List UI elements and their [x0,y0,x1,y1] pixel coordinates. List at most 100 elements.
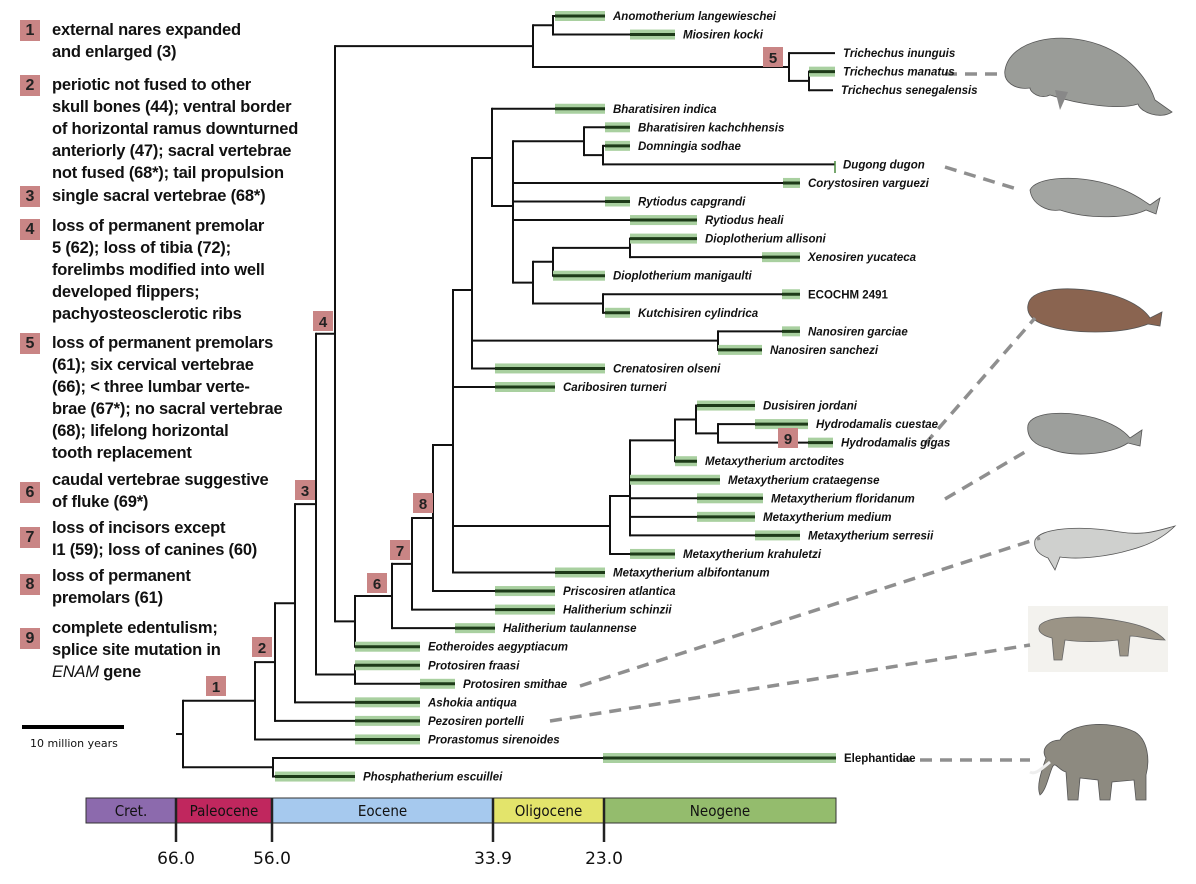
legend-text-line: splice site mutation in [52,641,221,659]
taxon-label: Elephantidae [844,753,916,765]
taxon-tip: Dioplotherium allisoni [630,233,827,246]
legend-text-line: pachyosteosclerotic ribs [52,305,242,323]
taxon-label: Dugong dugon [843,159,925,171]
taxon-tip: Halitherium taulannense [392,623,637,635]
metaxytherium-illustration [1027,412,1143,455]
period-cret: Cret. [85,797,177,824]
legend-text-line: developed flippers; [52,283,200,301]
taxon-label: Caribosiren turneri [563,382,667,394]
boundary-age-label: 66.0 [157,849,195,869]
scale-bar-label: 10 million years [30,737,118,750]
taxon-tip: Dioplotherium manigaulti [553,270,752,283]
period-oligocene: Oligocene [492,797,605,824]
taxon-label: Crenatosiren olseni [613,363,721,375]
marker-number: 5 [769,50,777,67]
taxon-label: Bharatisiren indica [613,104,717,116]
taxon-label: Xenosiren yucateca [807,252,917,264]
taxon-tip: Crenatosiren olseni [472,363,721,375]
taxon-label: Protosiren fraasi [428,660,520,672]
tree-marker-4: 4 [313,311,333,331]
taxon-tip: Anomotherium langewieschei [553,11,777,23]
legend-text-line: complete edentulism; [52,619,218,637]
legend-marker-5: 5 [20,333,40,354]
taxon-tip: Corystosiren varguezi [513,177,930,190]
taxon-tip: Metaxytherium floridanum [630,493,915,505]
taxon-label: Eotheroides aegyptiacum [428,642,568,654]
taxon-tip: ECOCHM 2491 [603,289,888,301]
taxon-tip: Nanosiren sanchezi [718,344,879,357]
dashed-connector [549,643,1031,723]
taxon-tip: Halitherium schinzii [412,604,672,617]
legend-marker-7: 7 [20,527,40,548]
taxon-tip: Hydrodamalis cuestae [718,419,939,431]
taxon-label: Halitherium schinzii [563,605,672,617]
taxon-label: Nanosiren sanchezi [770,345,879,357]
legend-text-line: single sacral vertebrae (68*) [52,187,266,205]
taxon-label: Trichechus inunguis [843,48,955,60]
taxon-label: Miosiren kocki [683,30,764,42]
tree-marker-5: 5 [763,47,783,67]
animal-illustrations [1004,37,1177,801]
taxon-tip: Hydrodamalis gigas [718,437,950,450]
taxon-tip: Bharatisiren indica [492,103,717,116]
taxon-label: Pezosiren portelli [428,716,525,728]
legend-marker-3: 3 [20,186,40,207]
taxon-tip: Rytiodus heali [513,215,784,227]
legend-text-line: and enlarged (3) [52,43,177,61]
legend-marker-1: 1 [20,20,40,41]
marker-number: 1 [212,679,220,696]
marker-number: 2 [258,640,266,657]
taxon-label: Trichechus senegalensis [841,85,978,97]
geologic-timescale: Cret. Paleocene Eocene Oligocene Neogene 66.0… [85,797,837,869]
taxon-tip: Pezosiren portelli [275,715,525,728]
legend-text-line: of fluke (69*) [52,493,149,511]
protosiren-illustration [1034,525,1177,571]
legend-text-line: forelimbs modified into well [52,261,265,279]
legend-text-line: (61); six cervical vertebrae [52,356,254,374]
legend-marker-6: 6 [20,482,40,503]
legend-marker-9: 9 [20,628,40,649]
legend-marker-2: 2 [20,75,40,96]
taxon-label: Trichechus manatus [843,67,955,79]
marker-number: 8 [419,496,427,513]
gene-name: ENAM [52,663,99,681]
taxon-label: Kutchisiren cylindrica [638,308,759,320]
legend-text-line: not fused (68*); tail propulsion [52,164,284,182]
legend-text-line: loss of incisors except [52,519,226,537]
taxon-label: Rytiodus capgrandi [638,197,746,209]
dashed-connector [944,165,1021,192]
taxon-label: Corystosiren varguezi [808,178,930,190]
legend-text-line: of horizontal ramus downturned [52,120,299,138]
taxon-label: Metaxytherium medium [763,512,891,524]
marker-number: 7 [396,543,404,560]
legend-text-line: skull bones (44); ventral border [52,98,292,116]
dashed-connector [944,450,1026,501]
period-label: Oligocene [515,802,583,820]
taxon-tip: Metaxytherium arctodites [675,456,844,468]
period-label: Neogene [690,802,750,820]
taxon-tip: Eotheroides aegyptiacum [355,641,568,654]
taxon-tip: Miosiren kocki [553,29,764,42]
taxon-tip: Phosphatherium escuillei [273,771,503,784]
boundary-age-label: 23.0 [585,849,623,869]
legend-marker-8: 8 [20,574,40,595]
tree-marker-8: 8 [413,493,433,513]
illustration-connectors [549,72,1041,762]
taxon-tip: Dugong dugon [603,159,925,171]
taxon-tip: Elephantidae [273,753,916,765]
tree-marker-2: 2 [252,637,272,657]
taxon-tip: Xenosiren yucateca [630,252,917,264]
legend-text-line: I1 (59); loss of canines (60) [52,541,258,559]
taxon-tip: Metaxytherium medium [630,512,891,524]
taxon-tip: Dusisiren jordani [696,400,858,413]
taxon-label: Metaxytherium arctodites [705,456,844,468]
taxon-tip: Trichechus inunguis [789,48,955,60]
legend-text-line: 5 (62); loss of tibia (72); [52,239,231,257]
taxon-tip: Priscosiren atlantica [433,586,676,598]
taxon-label: Priscosiren atlantica [563,586,676,598]
marker-number: 4 [319,314,328,331]
taxon-label: Hydrodamalis gigas [841,438,950,450]
legend-text-line: loss of permanent premolar [52,217,265,235]
taxon-tip: Nanosiren garciae [718,326,908,338]
